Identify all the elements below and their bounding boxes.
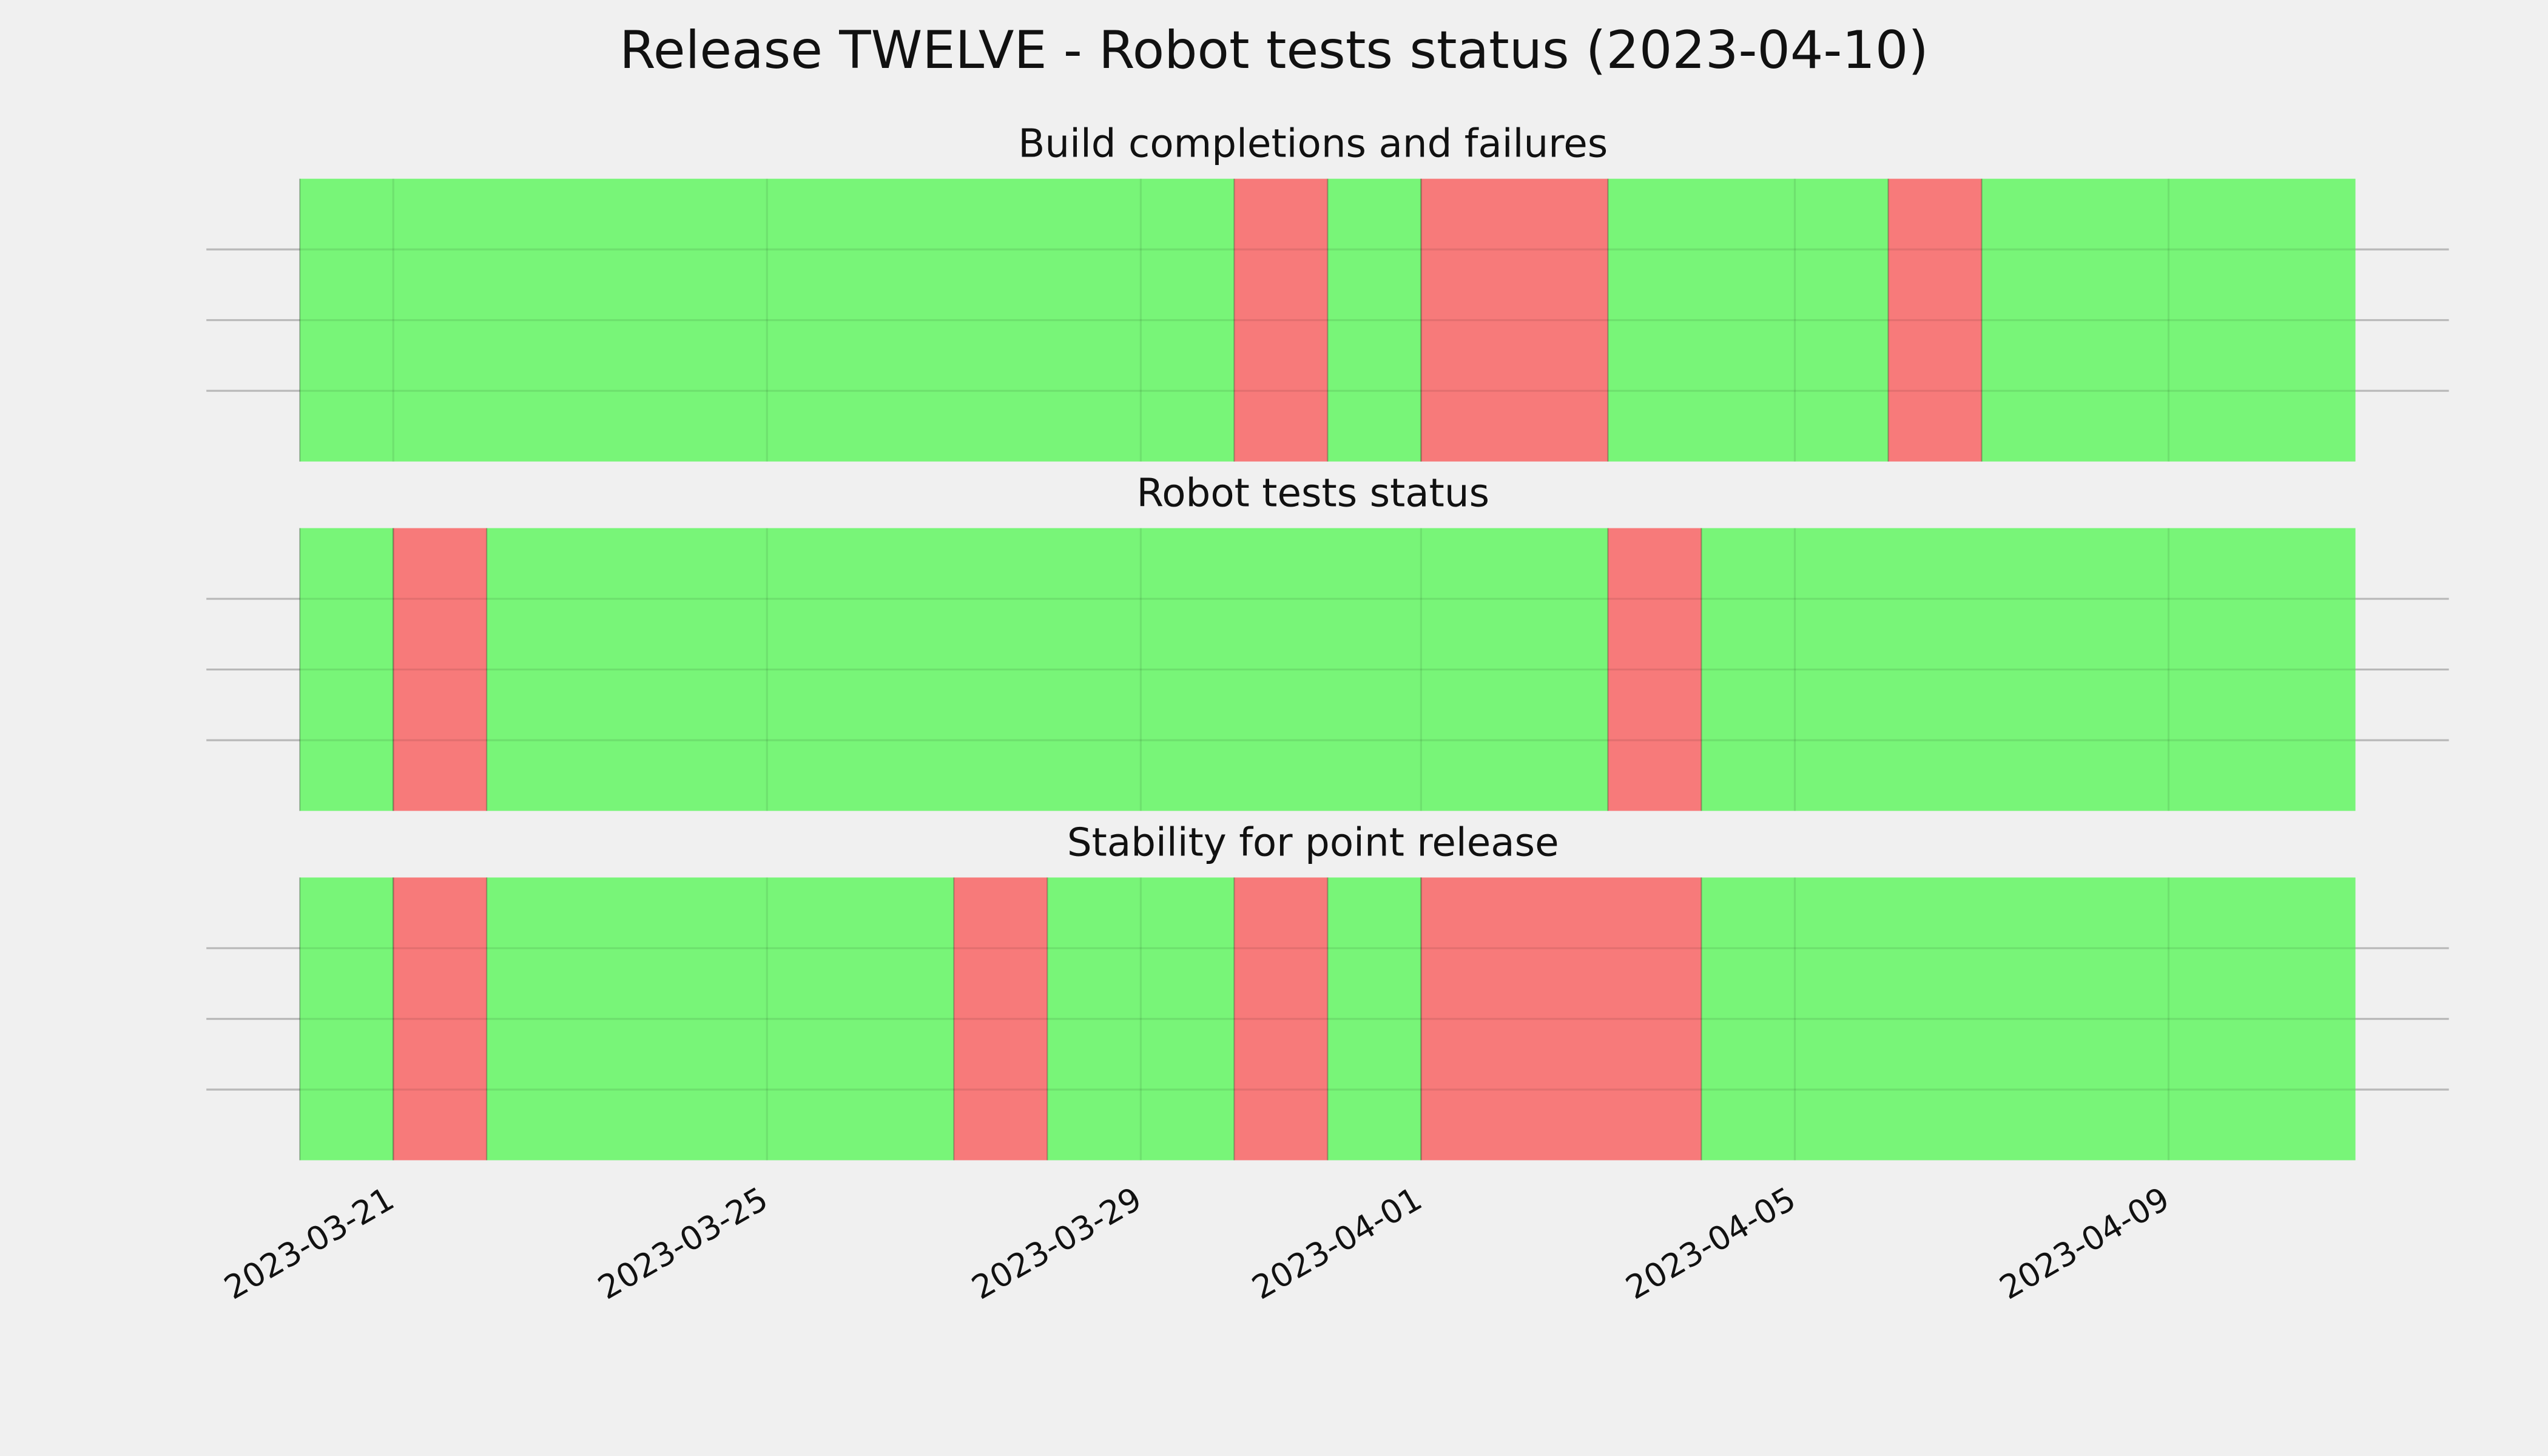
status-segment	[954, 877, 1048, 1161]
status-segment	[1047, 877, 1235, 1161]
status-segment	[1981, 178, 2356, 462]
status-segment	[1608, 178, 1889, 462]
status-segment	[393, 877, 487, 1161]
status-segment	[1234, 178, 1328, 462]
panel-title: Stability for point release	[1067, 820, 1559, 865]
status-segment	[487, 877, 954, 1161]
status-segment	[300, 178, 1235, 462]
status-segment	[1234, 877, 1328, 1161]
figure-title: Release TWELVE - Robot tests status (202…	[619, 20, 1929, 81]
panel-title: Robot tests status	[1136, 471, 1489, 516]
status-segment	[1327, 178, 1421, 462]
status-segment	[393, 528, 487, 811]
status-segment	[300, 877, 394, 1161]
status-segment	[1701, 877, 2356, 1161]
status-segment	[1421, 178, 1608, 462]
status-segment	[1421, 877, 1702, 1161]
status-segment	[487, 528, 1608, 811]
status-segment	[1608, 528, 1702, 811]
status-segment	[300, 528, 394, 811]
status-segment	[1701, 528, 2356, 811]
status-segment	[1888, 178, 1982, 462]
panel-title: Build completions and failures	[1018, 121, 1608, 167]
status-segment	[1327, 877, 1421, 1161]
